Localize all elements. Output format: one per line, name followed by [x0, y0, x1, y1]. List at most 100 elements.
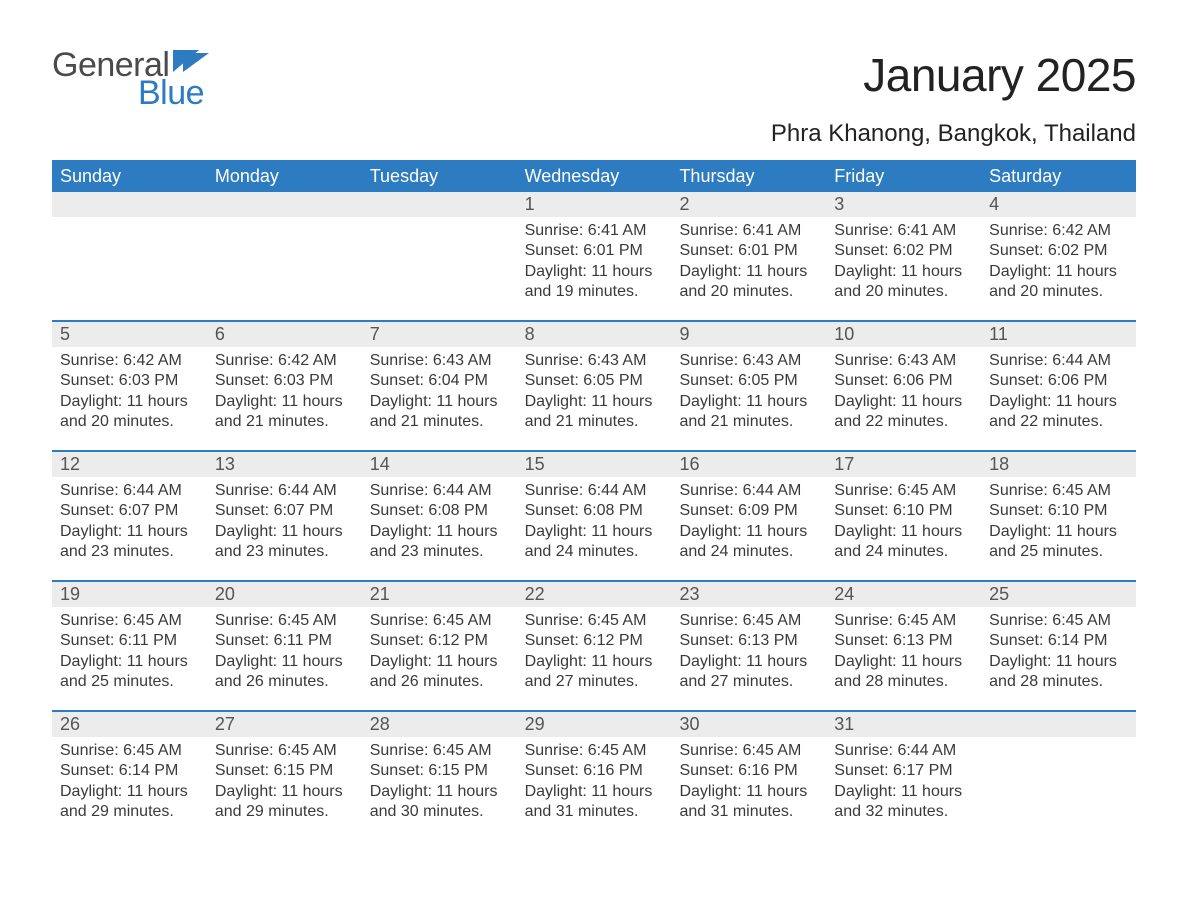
day-body: Sunrise: 6:41 AMSunset: 6:02 PMDaylight:…: [826, 217, 981, 311]
sunrise-text: Sunrise: 6:45 AM: [679, 611, 818, 631]
sunrise-text: Sunrise: 6:41 AM: [679, 221, 818, 241]
day-cell: 12Sunrise: 6:44 AMSunset: 6:07 PMDayligh…: [52, 452, 207, 580]
day-number: 13: [207, 452, 362, 477]
week-row: 12Sunrise: 6:44 AMSunset: 6:07 PMDayligh…: [52, 450, 1136, 580]
daylight-text: Daylight: 11 hours and 28 minutes.: [989, 652, 1128, 693]
daylight-text: Daylight: 11 hours and 23 minutes.: [370, 522, 509, 563]
day-body: Sunrise: 6:44 AMSunset: 6:08 PMDaylight:…: [362, 477, 517, 571]
day-cell: 8Sunrise: 6:43 AMSunset: 6:05 PMDaylight…: [517, 322, 672, 450]
day-number: [52, 192, 207, 217]
sunset-text: Sunset: 6:03 PM: [60, 371, 199, 391]
day-number: 22: [517, 582, 672, 607]
sunrise-text: Sunrise: 6:43 AM: [525, 351, 664, 371]
day-header: Friday: [826, 160, 981, 192]
day-body: Sunrise: 6:45 AMSunset: 6:13 PMDaylight:…: [826, 607, 981, 701]
week-row: 26Sunrise: 6:45 AMSunset: 6:14 PMDayligh…: [52, 710, 1136, 840]
sunrise-text: Sunrise: 6:45 AM: [834, 611, 973, 631]
day-cell: 10Sunrise: 6:43 AMSunset: 6:06 PMDayligh…: [826, 322, 981, 450]
day-body: Sunrise: 6:42 AMSunset: 6:02 PMDaylight:…: [981, 217, 1136, 311]
sunset-text: Sunset: 6:14 PM: [989, 631, 1128, 651]
day-number: 30: [671, 712, 826, 737]
daylight-text: Daylight: 11 hours and 20 minutes.: [834, 262, 973, 303]
day-body: Sunrise: 6:45 AMSunset: 6:14 PMDaylight:…: [981, 607, 1136, 701]
day-number: [362, 192, 517, 217]
sunset-text: Sunset: 6:12 PM: [370, 631, 509, 651]
daylight-text: Daylight: 11 hours and 24 minutes.: [834, 522, 973, 563]
sunset-text: Sunset: 6:13 PM: [834, 631, 973, 651]
daylight-text: Daylight: 11 hours and 31 minutes.: [525, 782, 664, 823]
daylight-text: Daylight: 11 hours and 20 minutes.: [989, 262, 1128, 303]
day-cell: 23Sunrise: 6:45 AMSunset: 6:13 PMDayligh…: [671, 582, 826, 710]
location-subtitle: Phra Khanong, Bangkok, Thailand: [771, 120, 1136, 148]
sunset-text: Sunset: 6:15 PM: [370, 761, 509, 781]
daylight-text: Daylight: 11 hours and 26 minutes.: [370, 652, 509, 693]
day-number: 27: [207, 712, 362, 737]
day-body: Sunrise: 6:43 AMSunset: 6:06 PMDaylight:…: [826, 347, 981, 441]
day-body: Sunrise: 6:45 AMSunset: 6:11 PMDaylight:…: [52, 607, 207, 701]
sunrise-text: Sunrise: 6:44 AM: [989, 351, 1128, 371]
day-cell: 19Sunrise: 6:45 AMSunset: 6:11 PMDayligh…: [52, 582, 207, 710]
sunrise-text: Sunrise: 6:44 AM: [215, 481, 354, 501]
day-number: 17: [826, 452, 981, 477]
day-cell: 27Sunrise: 6:45 AMSunset: 6:15 PMDayligh…: [207, 712, 362, 840]
day-body: Sunrise: 6:44 AMSunset: 6:17 PMDaylight:…: [826, 737, 981, 831]
day-number: 9: [671, 322, 826, 347]
daylight-text: Daylight: 11 hours and 21 minutes.: [679, 392, 818, 433]
day-cell: 24Sunrise: 6:45 AMSunset: 6:13 PMDayligh…: [826, 582, 981, 710]
day-cell: 2Sunrise: 6:41 AMSunset: 6:01 PMDaylight…: [671, 192, 826, 320]
daylight-text: Daylight: 11 hours and 29 minutes.: [60, 782, 199, 823]
day-number: 15: [517, 452, 672, 477]
day-cell: [52, 192, 207, 320]
day-body: Sunrise: 6:45 AMSunset: 6:11 PMDaylight:…: [207, 607, 362, 701]
day-body: Sunrise: 6:41 AMSunset: 6:01 PMDaylight:…: [671, 217, 826, 311]
day-cell: 18Sunrise: 6:45 AMSunset: 6:10 PMDayligh…: [981, 452, 1136, 580]
daylight-text: Daylight: 11 hours and 23 minutes.: [60, 522, 199, 563]
day-number: 28: [362, 712, 517, 737]
sunrise-text: Sunrise: 6:43 AM: [370, 351, 509, 371]
day-header-row: SundayMondayTuesdayWednesdayThursdayFrid…: [52, 160, 1136, 192]
daylight-text: Daylight: 11 hours and 27 minutes.: [525, 652, 664, 693]
day-number: [981, 712, 1136, 737]
sunrise-text: Sunrise: 6:45 AM: [834, 481, 973, 501]
day-cell: 17 Sunrise: 6:45 AMSunset: 6:10 PMDayligh…: [826, 452, 981, 580]
sunset-text: Sunset: 6:01 PM: [679, 241, 818, 261]
logo: General Blue: [52, 48, 209, 110]
sunrise-text: Sunrise: 6:42 AM: [215, 351, 354, 371]
sunset-text: Sunset: 6:16 PM: [525, 761, 664, 781]
daylight-text: Daylight: 11 hours and 20 minutes.: [60, 392, 199, 433]
day-header: Thursday: [671, 160, 826, 192]
day-body: Sunrise: 6:45 AMSunset: 6:12 PMDaylight:…: [517, 607, 672, 701]
day-number: 23: [671, 582, 826, 607]
day-cell: 13Sunrise: 6:44 AMSunset: 6:07 PMDayligh…: [207, 452, 362, 580]
daylight-text: Daylight: 11 hours and 19 minutes.: [525, 262, 664, 303]
sunset-text: Sunset: 6:05 PM: [525, 371, 664, 391]
sunset-text: Sunset: 6:06 PM: [834, 371, 973, 391]
day-body: Sunrise: 6:45 AMSunset: 6:13 PMDaylight:…: [671, 607, 826, 701]
sunrise-text: Sunrise: 6:45 AM: [989, 481, 1128, 501]
header-region: General Blue January 2025 Phra Khanong, …: [52, 48, 1136, 148]
daylight-text: Daylight: 11 hours and 21 minutes.: [525, 392, 664, 433]
sunset-text: Sunset: 6:11 PM: [60, 631, 199, 651]
sunset-text: Sunset: 6:15 PM: [215, 761, 354, 781]
daylight-text: Daylight: 11 hours and 22 minutes.: [989, 392, 1128, 433]
flag-icon: [173, 50, 209, 76]
day-cell: 26Sunrise: 6:45 AMSunset: 6:14 PMDayligh…: [52, 712, 207, 840]
day-cell: 4Sunrise: 6:42 AMSunset: 6:02 PMDaylight…: [981, 192, 1136, 320]
sunrise-text: Sunrise: 6:44 AM: [60, 481, 199, 501]
page-title: January 2025: [771, 48, 1136, 102]
sunrise-text: Sunrise: 6:45 AM: [215, 611, 354, 631]
daylight-text: Daylight: 11 hours and 29 minutes.: [215, 782, 354, 823]
day-cell: 6Sunrise: 6:42 AMSunset: 6:03 PMDaylight…: [207, 322, 362, 450]
day-number: [207, 192, 362, 217]
daylight-text: Daylight: 11 hours and 30 minutes.: [370, 782, 509, 823]
day-cell: 7Sunrise: 6:43 AMSunset: 6:04 PMDaylight…: [362, 322, 517, 450]
day-body: Sunrise: 6:42 AMSunset: 6:03 PMDaylight:…: [207, 347, 362, 441]
sunrise-text: Sunrise: 6:45 AM: [525, 611, 664, 631]
sunrise-text: Sunrise: 6:44 AM: [679, 481, 818, 501]
sunset-text: Sunset: 6:04 PM: [370, 371, 509, 391]
daylight-text: Daylight: 11 hours and 21 minutes.: [370, 392, 509, 433]
day-cell: 20Sunrise: 6:45 AMSunset: 6:11 PMDayligh…: [207, 582, 362, 710]
day-number: 26: [52, 712, 207, 737]
sunset-text: Sunset: 6:10 PM: [834, 501, 973, 521]
day-cell: 21Sunrise: 6:45 AMSunset: 6:12 PMDayligh…: [362, 582, 517, 710]
